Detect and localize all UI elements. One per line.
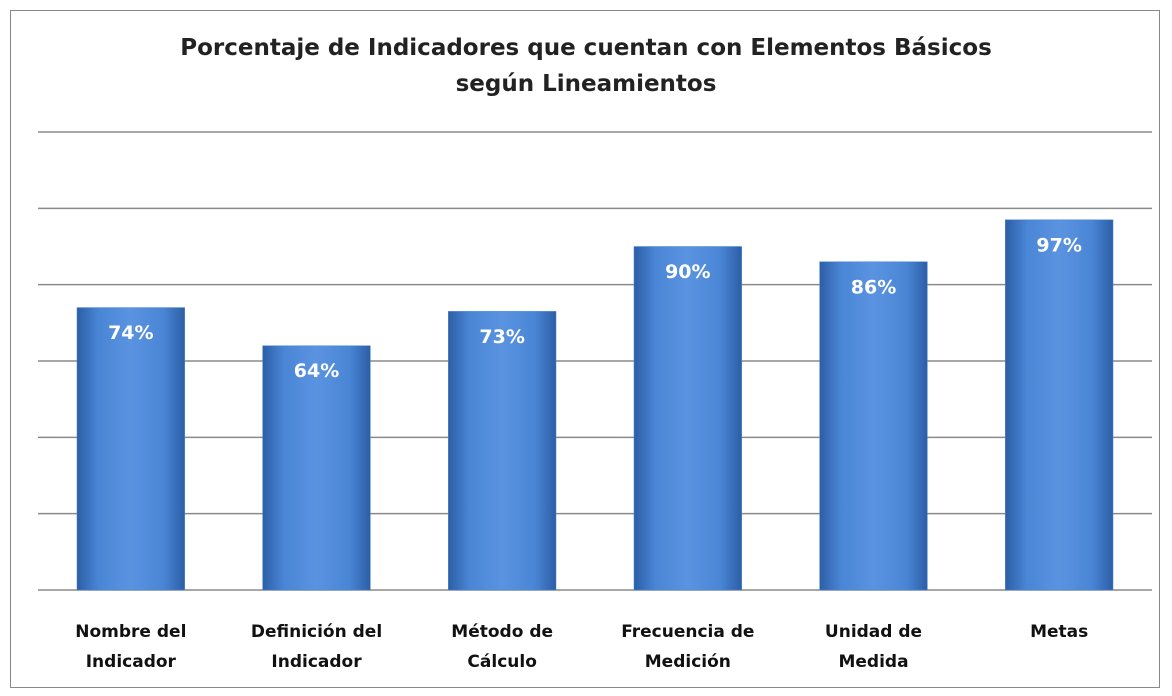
- x-tick-label: Método de Cálculo: [451, 622, 554, 672]
- bar: [1005, 219, 1114, 591]
- bar: [448, 311, 557, 591]
- value-label: 74%: [108, 322, 153, 344]
- bar: [262, 345, 371, 591]
- bar: [633, 246, 742, 591]
- x-tick-label: Metas: [1030, 622, 1089, 642]
- value-label: 86%: [851, 276, 896, 298]
- x-tick-label: Frecuencia de Medición: [621, 622, 755, 672]
- value-label: 90%: [665, 261, 710, 283]
- chart-title: Porcentaje de Indicadores que cuentan co…: [180, 35, 992, 97]
- value-label: 97%: [1036, 234, 1081, 256]
- bar: [819, 261, 928, 591]
- bar: [76, 307, 185, 591]
- x-tick-label: Nombre del Indicador: [75, 622, 187, 672]
- value-label: 73%: [479, 326, 524, 348]
- value-label: 64%: [294, 360, 339, 382]
- chart-frame: [10, 10, 1160, 688]
- x-tick-label: Unidad de Medida: [824, 622, 923, 672]
- x-tick-label: Definición del Indicador: [250, 622, 383, 672]
